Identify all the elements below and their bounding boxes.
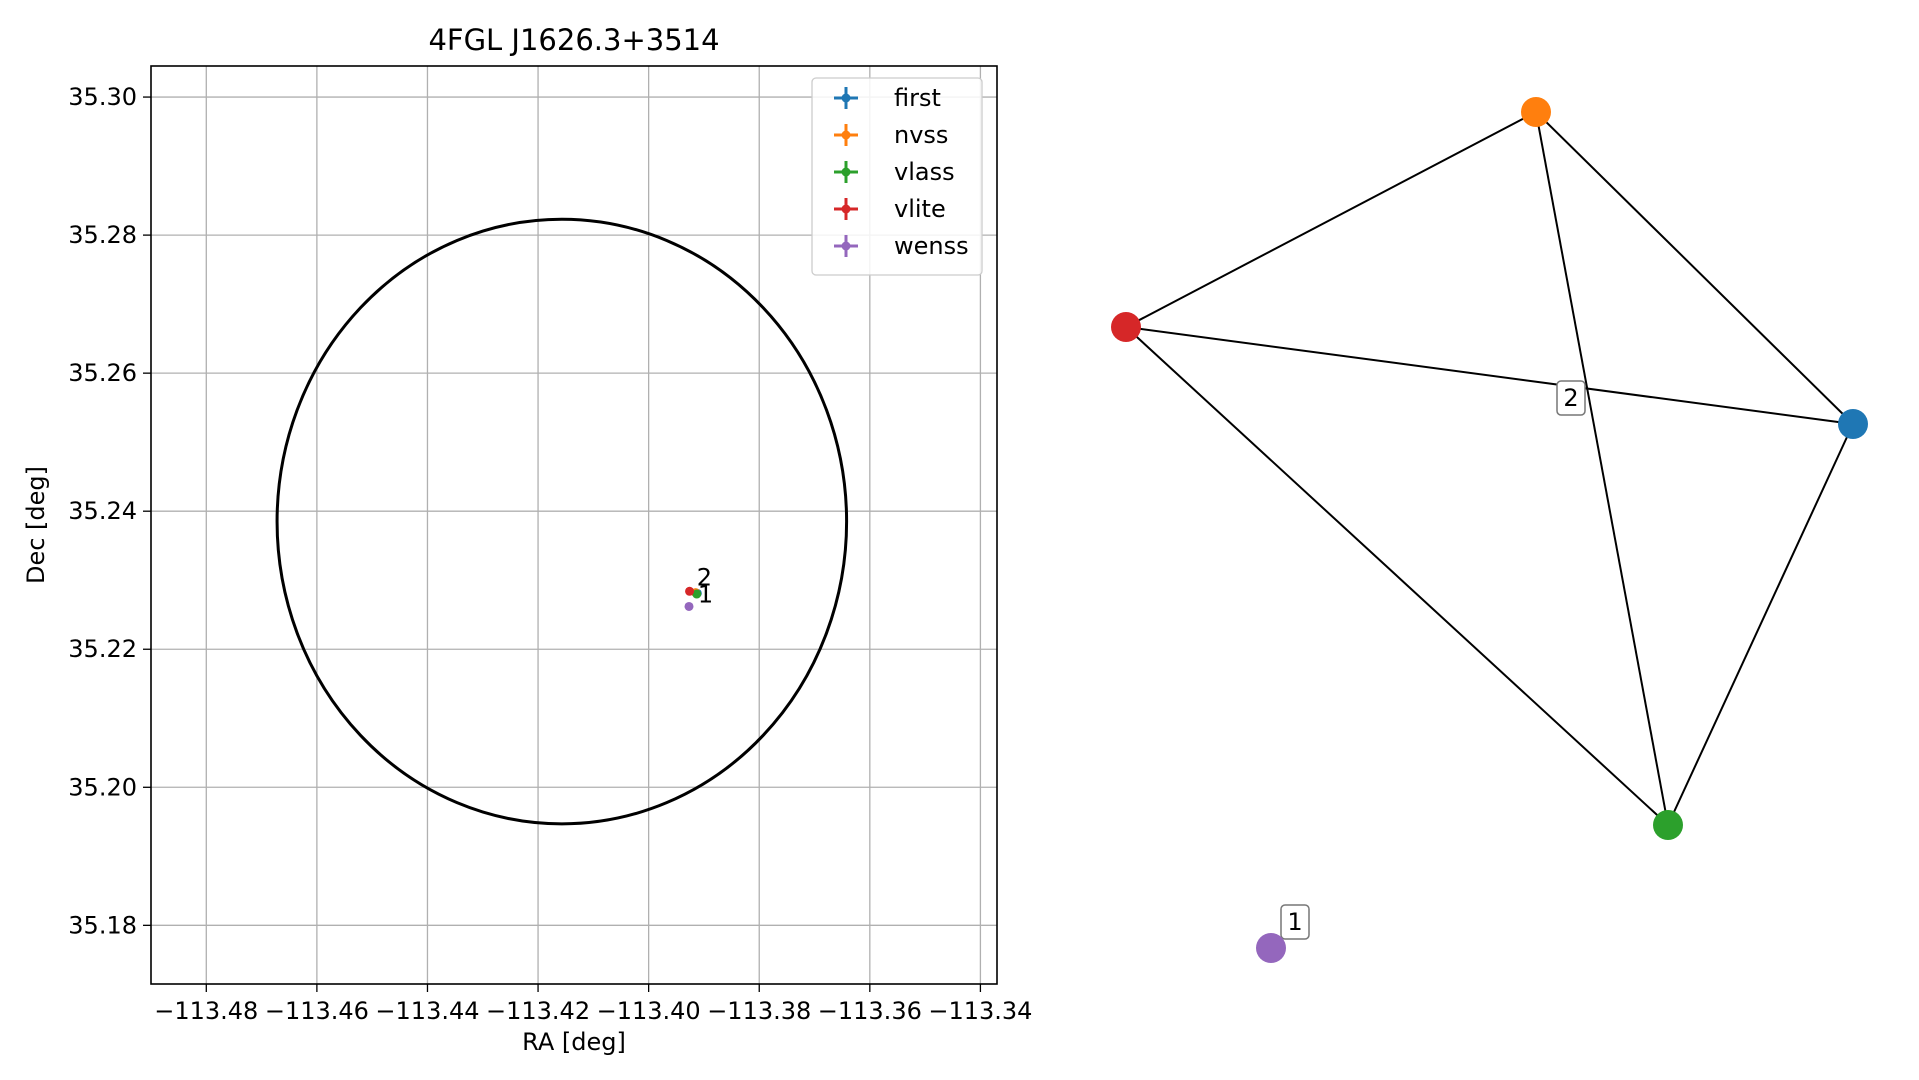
x-tick-label: −113.38: [707, 997, 811, 1025]
cluster-label-text: 1: [1287, 908, 1302, 936]
y-tick-label: 35.20: [68, 773, 137, 801]
y-tick-label: 35.26: [68, 359, 137, 387]
legend-marker-dot: [841, 93, 851, 103]
edge-vlite-vlass: [1125, 326, 1669, 826]
edge-first-vlass: [1667, 423, 1854, 826]
points-layer: [684, 586, 702, 611]
legend-label-vlass: vlass: [894, 158, 955, 186]
axes-frame: [150, 65, 998, 985]
point-vlite: [685, 586, 695, 596]
network-edges: [1125, 111, 1854, 826]
y-tick-label: 35.28: [68, 221, 137, 249]
edge-nvss-first: [1535, 111, 1854, 425]
y-tick-label: 35.22: [68, 635, 137, 663]
legend-label-nvss: nvss: [894, 121, 948, 149]
cluster-label-box: [1556, 380, 1586, 416]
cluster-label-box: [1280, 904, 1310, 940]
x-tick-label: −113.48: [154, 997, 258, 1025]
node-wenss: [1256, 933, 1286, 963]
chart-title: 4FGL J1626.3+3514: [428, 23, 719, 57]
x-tick-label: −113.46: [265, 997, 369, 1025]
legend: first nvss vlass vlite wenss: [811, 77, 983, 276]
node-vlass: [1653, 810, 1683, 840]
x-axis-label: RA [deg]: [522, 1028, 626, 1056]
x-tick-label: −113.44: [375, 997, 479, 1025]
legend-marker-dot: [841, 241, 851, 251]
point-wenss: [684, 601, 694, 611]
y-tick-label: 35.24: [68, 497, 137, 525]
cluster-label: 2: [1556, 380, 1586, 416]
error-ellipse: [275, 217, 849, 826]
ellipse-layer: [275, 217, 849, 826]
edge-vlite-nvss: [1125, 111, 1537, 328]
point-vlass: [692, 589, 702, 599]
cluster-label-text: 2: [1563, 384, 1578, 412]
point-annotation: 1: [698, 580, 713, 608]
y-axis-ticks: 35.18 35.20 35.22 35.24 35.26 35.28 35.30: [68, 83, 151, 939]
node-nvss: [1521, 97, 1551, 127]
cluster-labels: 21: [1280, 380, 1586, 940]
x-tick-label: −113.40: [597, 997, 701, 1025]
node-vlite: [1111, 312, 1141, 342]
legend-marker-dot: [841, 167, 851, 177]
annotation-layer: 21: [697, 564, 713, 609]
cluster-label: 1: [1280, 904, 1310, 940]
legend-label-first: first: [894, 84, 941, 112]
x-tick-label: −113.36: [818, 997, 922, 1025]
network-nodes: [1111, 97, 1868, 963]
y-tick-label: 35.30: [68, 83, 137, 111]
node-first: [1838, 409, 1868, 439]
legend-box: [811, 77, 983, 276]
scatter-panel: 4FGL J1626.3+3514 21 −113.48 −113.46 −113.…: [22, 23, 1032, 1056]
y-axis-label: Dec [deg]: [22, 466, 50, 584]
network-panel: 21: [1111, 97, 1868, 963]
legend-marker-dot: [841, 204, 851, 214]
legend-label-vlite: vlite: [894, 195, 946, 223]
point-annotation: 2: [697, 564, 712, 592]
edge-vlite-first: [1125, 326, 1854, 425]
edge-nvss-vlass: [1535, 111, 1669, 826]
legend-label-wenss: wenss: [894, 232, 969, 260]
x-axis-ticks: −113.48 −113.46 −113.44 −113.42 −113.40 −113.…: [154, 984, 1032, 1025]
x-tick-label: −113.42: [486, 997, 590, 1025]
x-tick-label: −113.34: [928, 997, 1032, 1025]
legend-marker-dot: [841, 130, 851, 140]
y-tick-label: 35.18: [68, 911, 137, 939]
